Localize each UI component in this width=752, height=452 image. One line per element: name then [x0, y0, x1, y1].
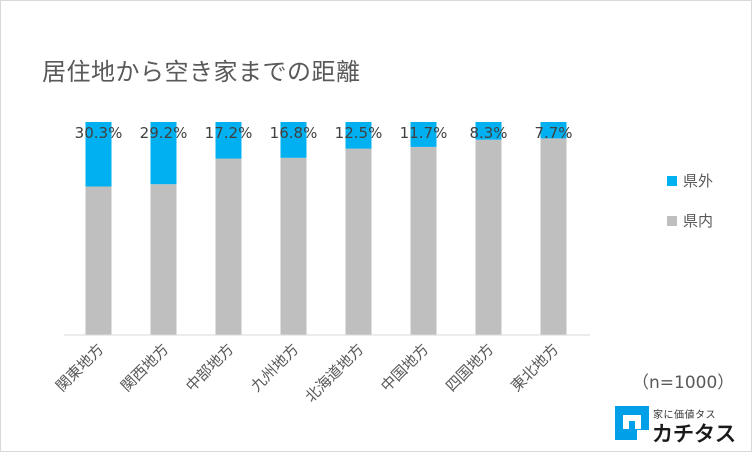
bar-kengai-4	[280, 122, 307, 158]
sample-size-note: （n=1000）	[632, 373, 735, 393]
data-labels-group: 30.3% 29.2% 17.2% 16.8% 12.5% 11.7% 8.3% 7.7%	[75, 124, 573, 142]
category-label: 中部地方	[182, 340, 237, 395]
category-label: 九州地方	[247, 340, 302, 395]
data-label: 16.8%	[270, 124, 318, 142]
data-label: 7.7%	[534, 124, 572, 142]
data-label: 8.3%	[469, 124, 507, 142]
bar-kengai-7	[475, 122, 502, 140]
data-label: 11.7%	[400, 124, 448, 142]
company-logo: 家に価値タス カチタス	[615, 404, 745, 446]
bar-kennai-5	[345, 148, 372, 335]
bar-kennai-4	[280, 157, 307, 335]
bar-kennai-7	[475, 139, 502, 335]
bar-kennai-2	[150, 184, 177, 335]
legend-label: 県外	[683, 172, 713, 190]
bar-kennai-6	[410, 146, 437, 335]
legend-label: 県内	[683, 212, 713, 230]
bar-kennai-8	[540, 138, 567, 335]
bars-group	[85, 122, 567, 335]
category-label: 関西地方	[117, 340, 172, 395]
bar-kengai-2	[150, 122, 177, 185]
chart-title: 居住地から空き家までの距離	[42, 58, 361, 86]
bar-kennai-1	[85, 186, 112, 335]
bar-kengai-1	[85, 122, 112, 187]
category-labels-group: 関東地方 関西地方 中部地方 九州地方 北海道地方 中国地方 四国地方 東北地方	[52, 340, 562, 406]
data-label: 30.3%	[75, 124, 123, 142]
logo-tagline: 家に価値タス	[653, 410, 716, 421]
category-label: 四国地方	[442, 340, 497, 395]
bar-kengai-6	[410, 122, 437, 147]
category-label: 関東地方	[52, 340, 107, 395]
category-label: 中国地方	[377, 340, 432, 395]
bar-kengai-8	[540, 122, 567, 139]
logo-name: カチタス	[652, 422, 736, 446]
bar-kengai-5	[345, 122, 372, 149]
legend-swatch	[667, 176, 677, 186]
category-label: 北海道地方	[302, 340, 368, 406]
legend-swatch	[667, 216, 677, 226]
house-logo-icon	[615, 406, 649, 440]
category-label: 東北地方	[507, 340, 562, 395]
data-label: 12.5%	[335, 124, 383, 142]
data-label: 17.2%	[205, 124, 253, 142]
bar-kengai-3	[215, 122, 242, 159]
bar-kennai-3	[215, 158, 242, 335]
data-label: 29.2%	[140, 124, 188, 142]
